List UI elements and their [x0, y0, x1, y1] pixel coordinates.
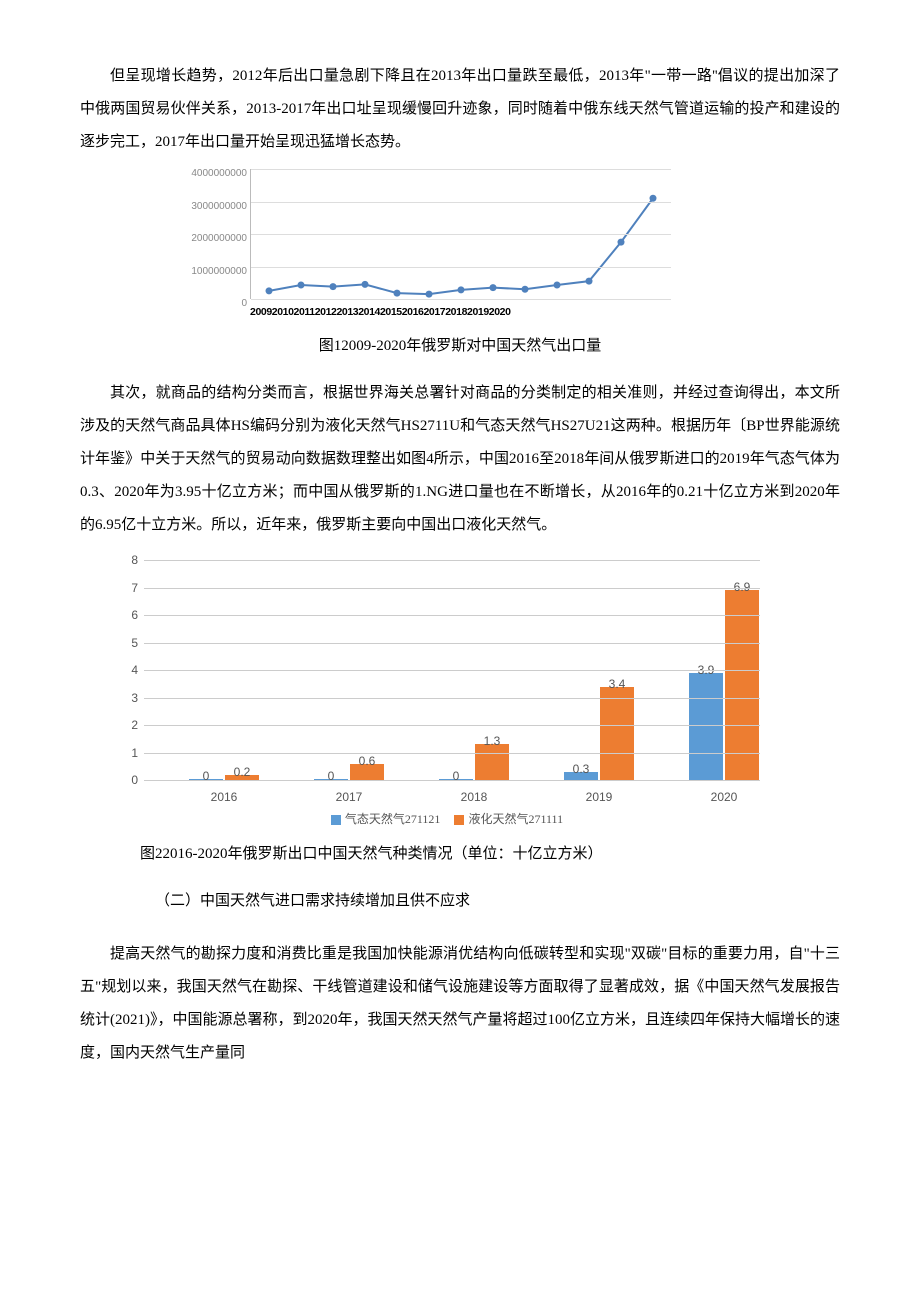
legend-label: 气态天然气271121: [345, 812, 441, 826]
chart2-xaxis: 20162017201820192020: [144, 780, 760, 802]
chart1-ylabel: 4000000000: [173, 163, 247, 185]
chart1-gridline: 3000000000: [251, 202, 671, 203]
chart1-marker: [330, 283, 337, 290]
chart2-ylabel: 2: [120, 712, 138, 738]
chart2-ylabel: 5: [120, 629, 138, 655]
section-heading: （二）中国天然气进口需求持续增加且供不应求: [80, 885, 840, 918]
chart2-bar: 3.4: [600, 687, 634, 781]
body-paragraph-2: 其次，就商品的结构分类而言，根据世界海关总署针对商品的分类制定的相关准则，并经过…: [80, 377, 840, 542]
chart2-container: 00.200.601.30.33.43.96.9 012345678 20162…: [120, 560, 760, 832]
chart1-ylabel: 0: [173, 293, 247, 315]
chart1-marker: [522, 286, 529, 293]
chart1-marker: [298, 282, 305, 289]
chart2-ylabel: 8: [120, 547, 138, 573]
chart1-gridline: 0: [251, 299, 671, 300]
chart1-series-line: [269, 198, 653, 294]
chart1-marker: [554, 282, 561, 289]
chart1-marker: [394, 290, 401, 297]
legend-label: 液化天然气271111: [468, 812, 563, 826]
chart2-gridline: [144, 615, 760, 616]
chart2-bar: 3.9: [689, 673, 723, 780]
chart1-marker: [458, 286, 465, 293]
chart1-marker: [490, 284, 497, 291]
body-paragraph-1: 但呈现增长趋势，2012年后出口量急剧下降且在2013年出口量跌至最低，2013…: [80, 60, 840, 159]
chart1-ylabel: 3000000000: [173, 196, 247, 218]
chart2-group: 01.3: [424, 744, 524, 780]
chart2-xlabel: 2018: [424, 784, 524, 810]
chart2-bar-label: 3.4: [609, 671, 626, 697]
chart2-xlabel: 2016: [174, 784, 274, 810]
chart2-gridline: [144, 588, 760, 589]
chart2-ylabel: 6: [120, 602, 138, 628]
chart1-gridline: 4000000000: [251, 169, 671, 170]
chart2-ylabel: 1: [120, 739, 138, 765]
chart2-gridline: [144, 670, 760, 671]
figure2-caption: 图22016-2020年俄罗斯出口中国天然气种类情况（单位：十亿立方米）: [80, 838, 840, 871]
chart2-bar: 1.3: [475, 744, 509, 780]
chart2-ylabel: 3: [120, 684, 138, 710]
chart1-marker: [362, 281, 369, 288]
chart1-ylabel: 2000000000: [173, 228, 247, 250]
chart1-marker: [266, 287, 273, 294]
chart2-xlabel: 2019: [549, 784, 649, 810]
chart2-gridline: [144, 560, 760, 561]
chart2-xlabel: 2017: [299, 784, 399, 810]
chart1-marker: [618, 239, 625, 246]
chart2-group: 0.33.4: [549, 687, 649, 781]
chart2-group: 00.6: [299, 764, 399, 781]
chart1-container: 0 1000000000 2000000000 3000000000 400000000…: [250, 169, 670, 324]
chart1-gridline: 2000000000: [251, 234, 671, 235]
chart2-bar-label: 0.3: [573, 756, 590, 782]
legend-swatch: [331, 815, 341, 825]
chart1-plot: 0 1000000000 2000000000 3000000000 400000000…: [250, 169, 671, 299]
chart1-marker: [586, 278, 593, 285]
chart2-ylabel: 7: [120, 574, 138, 600]
chart1-gridline: 1000000000: [251, 267, 671, 268]
chart2-gridline: [144, 643, 760, 644]
chart2-bar: 0.6: [350, 764, 384, 781]
body-paragraph-3: 提高天然气的勘探力度和消费比重是我国加快能源消优结构向低碳转型和实现"双碳"目标…: [80, 938, 840, 1070]
chart1-xaxis: 2009201020112012201320142015201620172018…: [250, 301, 670, 324]
chart2-ylabel: 4: [120, 657, 138, 683]
chart2-gridline: [144, 753, 760, 754]
chart2-bar-label: 0.6: [359, 748, 376, 774]
chart2-bar: 0.3: [564, 772, 598, 780]
chart2-plot: 00.200.601.30.33.43.96.9 012345678: [120, 560, 760, 780]
figure1-caption: 图12009-2020年俄罗斯对中国天然气出口量: [80, 330, 840, 363]
chart2-gridline: [144, 725, 760, 726]
chart2-xlabel: 2020: [674, 784, 774, 810]
chart2-ylabel: 0: [120, 767, 138, 793]
chart1-marker: [426, 291, 433, 298]
chart2-bar-label: 1.3: [484, 728, 501, 754]
chart2-gridline: [144, 698, 760, 699]
legend-swatch: [454, 815, 464, 825]
chart1-ylabel: 1000000000: [173, 261, 247, 283]
